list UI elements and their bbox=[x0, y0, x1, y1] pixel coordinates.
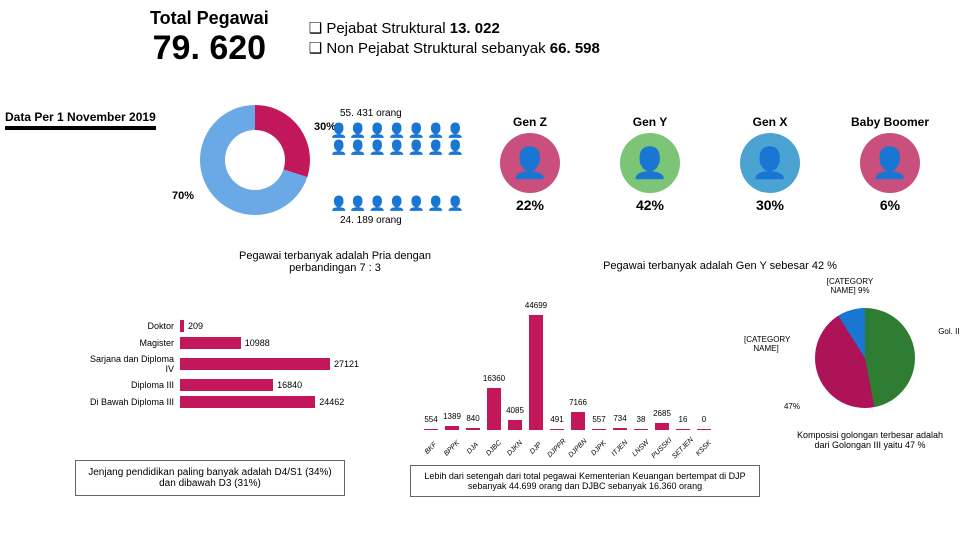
title-line1: Total Pegawai bbox=[150, 8, 269, 29]
edu-row: Sarjana dan Diploma IV 27121 bbox=[80, 354, 380, 374]
unit-bar: 734ITJEN bbox=[613, 428, 627, 430]
unit-bar: 2685PUSSKI bbox=[655, 423, 669, 430]
unit-bar: 491DJPPR bbox=[550, 429, 564, 430]
education-caption: Jenjang pendidikan paling banyak adalah … bbox=[75, 460, 345, 496]
unit-bar: 44699DJP bbox=[529, 315, 543, 430]
unit-bar: 554BKF bbox=[424, 429, 438, 430]
education-bars: Doktor 209 Magister 10988 Sarjana dan Dipl… bbox=[80, 315, 380, 413]
bullet1-label: Pejabat Struktural bbox=[326, 20, 445, 37]
unit-bar: 7166DJPBN bbox=[571, 412, 585, 430]
female-icons: 👤👤👤👤👤👤👤 bbox=[330, 195, 466, 212]
edu-row: Di Bawah Diploma III 24462 bbox=[80, 396, 380, 408]
generation-caption: Pegawai terbanyak adalah Gen Y sebesar 4… bbox=[570, 260, 870, 272]
unit-bar: 4085DJKN bbox=[508, 420, 522, 431]
edu-row: Magister 10988 bbox=[80, 337, 380, 349]
header: Total Pegawai 79. 620 ❑ Pejabat Struktur… bbox=[150, 8, 950, 68]
male-count-label: 55. 431 orang bbox=[340, 108, 402, 119]
unit-bar: 16360DJBC bbox=[487, 388, 501, 430]
generation-baby-boomer: Baby Boomer 👤 6% bbox=[830, 115, 950, 213]
female-count-label: 24. 189 orang bbox=[340, 215, 402, 226]
bullet1-num: 13. 022 bbox=[450, 20, 500, 37]
pie-slice0-lbl: [CATEGORY NAME] 9% bbox=[820, 278, 880, 296]
edu-row: Diploma III 16840 bbox=[80, 379, 380, 391]
donut-male-pct: 70% bbox=[172, 190, 194, 202]
edu-row: Doktor 209 bbox=[80, 320, 380, 332]
unit-bar: 0KSSK bbox=[697, 429, 711, 430]
data-per: Data Per 1 November 2019 bbox=[5, 110, 156, 130]
unit-bar: 16SETJEN bbox=[676, 429, 690, 430]
donut-hole bbox=[225, 130, 285, 190]
gender-caption: Pegawai terbanyak adalah Pria dengan per… bbox=[225, 250, 445, 274]
golongan-pie: 47% [CATEGORY NAME] Gol. II 44% [CATEGOR… bbox=[790, 308, 940, 408]
unit-bar: 557DJPK bbox=[592, 429, 606, 430]
title-number: 79. 620 bbox=[150, 29, 269, 68]
unit-caption: Lebih dari setengah dari total pegawai K… bbox=[410, 465, 760, 497]
generation-gen-y: Gen Y 👤 42% bbox=[590, 115, 710, 213]
unit-bars: 554BKF 1389BPPK 840DJA 16360DJBC 4085DJKN 446… bbox=[420, 310, 760, 460]
total-pegawai: Total Pegawai 79. 620 bbox=[150, 8, 269, 68]
generation-gen-z: Gen Z 👤 22% bbox=[470, 115, 590, 213]
bullet2-num: 66. 598 bbox=[550, 40, 600, 57]
generation-gen-x: Gen X 👤 30% bbox=[710, 115, 830, 213]
header-bullets: ❑ Pejabat Struktural 13. 022 ❑ Non Pejab… bbox=[309, 17, 600, 59]
unit-bar: 840DJA bbox=[466, 428, 480, 430]
pie-slice3-lbl: [CATEGORY NAME] bbox=[744, 336, 788, 354]
pie-slice2-lbl: Gol. II 44% bbox=[936, 328, 960, 337]
unit-bar: 38LNSW bbox=[634, 429, 648, 430]
gender-donut: 30% 70% bbox=[200, 105, 310, 215]
golongan-caption: Komposisi golongan terbesar adalah dari … bbox=[790, 430, 950, 450]
pie-slice1-lbl: 47% bbox=[772, 403, 812, 412]
male-icons: 👤👤👤👤👤👤👤👤👤👤👤👤👤👤 bbox=[330, 122, 466, 156]
bullet2-label: Non Pejabat Struktural sebanyak bbox=[326, 40, 545, 57]
unit-bar: 1389BPPK bbox=[445, 426, 459, 430]
generation-strip: Gen Z 👤 22%Gen Y 👤 42%Gen X 👤 30%Baby Bo… bbox=[470, 115, 950, 213]
